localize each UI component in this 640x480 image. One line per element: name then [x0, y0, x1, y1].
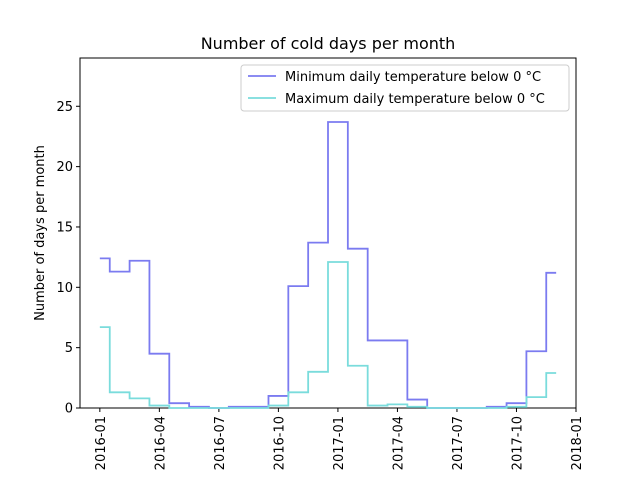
x-tick-label: 2016-01	[94, 416, 109, 470]
y-axis-label: Number of days per month	[33, 145, 48, 321]
y-tick-label: 15	[56, 220, 73, 235]
series-line-max	[100, 262, 556, 408]
y-axis: 0 5 10 15 20 25	[56, 100, 80, 417]
x-tick-label: 2018-01	[570, 416, 585, 470]
x-tick-label: 2017-10	[510, 416, 525, 470]
x-axis: 2016-01 2016-04 2016-07 2016-10 2017-01 2017-…	[94, 408, 585, 470]
x-tick-label: 2017-07	[451, 416, 466, 470]
x-tick-label: 2016-07	[213, 416, 228, 470]
y-tick-label: 5	[65, 341, 73, 356]
x-tick-label: 2016-10	[272, 416, 287, 470]
y-tick-label: 20	[56, 160, 73, 175]
y-tick-label: 10	[56, 281, 73, 296]
legend: Minimum daily temperature below 0 °C Max…	[241, 65, 569, 111]
x-tick-label: 2017-04	[391, 416, 406, 470]
x-tick-label: 2017-01	[332, 416, 347, 470]
y-tick-label: 0	[65, 402, 73, 417]
y-tick-label: 25	[56, 100, 73, 115]
legend-label-min: Minimum daily temperature below 0 °C	[285, 70, 541, 85]
x-tick-label: 2016-04	[153, 416, 168, 470]
legend-label-max: Maximum daily temperature below 0 °C	[285, 92, 545, 107]
series-layer	[100, 122, 556, 408]
chart-title: Number of cold days per month	[201, 34, 456, 53]
